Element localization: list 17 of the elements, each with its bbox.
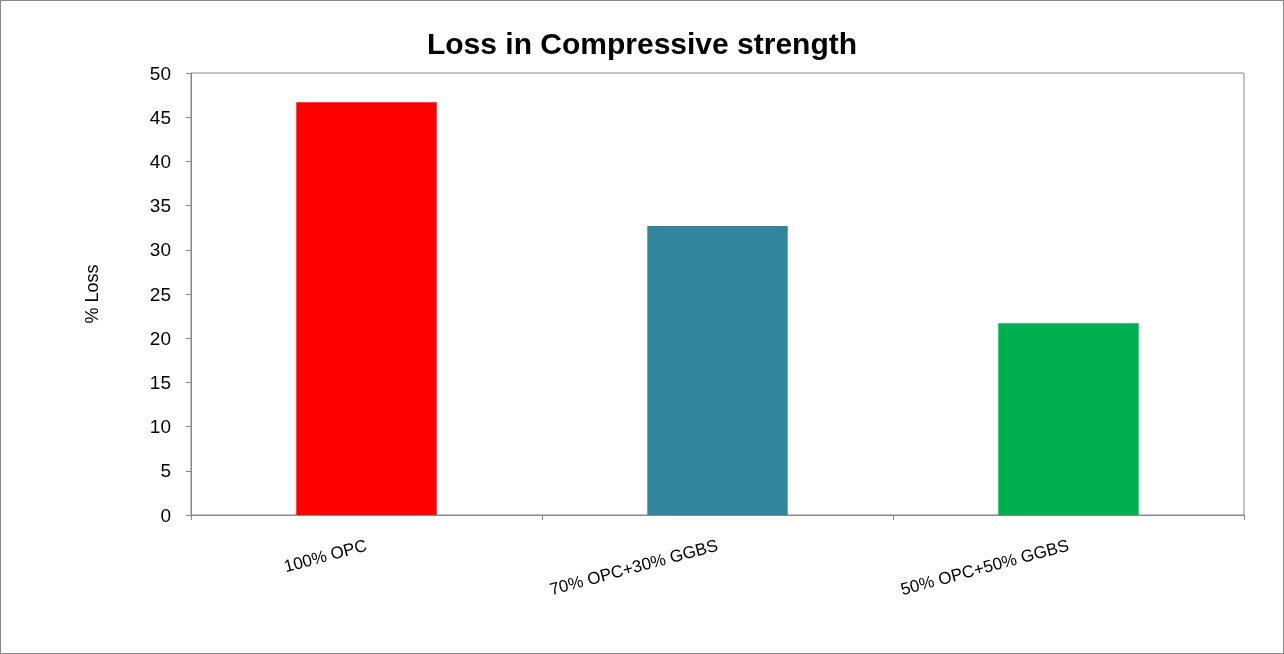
chart-title: Loss in Compressive strength <box>426 26 858 60</box>
y-tick-label: 30 <box>149 239 171 261</box>
y-tick-label: 25 <box>149 283 171 305</box>
y-tick-label: 45 <box>149 106 171 128</box>
y-axis-title: % Loss <box>82 264 102 324</box>
y-tick-label: 15 <box>149 371 171 393</box>
y-tick-label: 5 <box>160 460 171 482</box>
bar <box>296 102 437 515</box>
y-tick-label: 50 <box>149 62 171 84</box>
y-tick-label: 35 <box>149 195 171 217</box>
bar <box>998 323 1139 515</box>
y-tick-label: 10 <box>149 416 171 438</box>
x-tick-label: 100% OPC <box>281 535 369 577</box>
y-tick-label: 0 <box>160 504 171 526</box>
y-tick-label: 40 <box>149 150 171 172</box>
bar <box>647 225 788 515</box>
y-tick-label: 20 <box>149 327 171 349</box>
